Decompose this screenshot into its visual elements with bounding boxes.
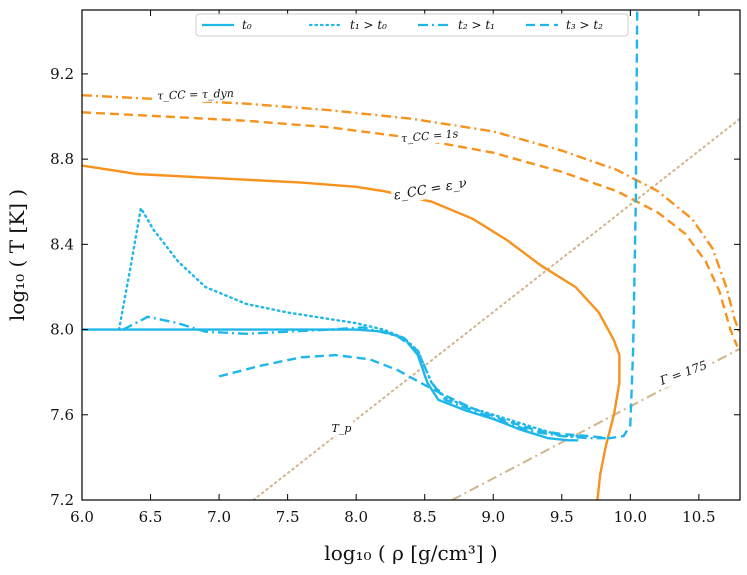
annotation-group: T_p xyxy=(329,420,354,436)
y-tick-label: 7.2 xyxy=(50,491,74,509)
annotation-background xyxy=(390,174,471,205)
series-line-8 xyxy=(451,347,740,500)
annotation-background xyxy=(329,420,354,436)
y-tick-label: 9.2 xyxy=(50,65,74,83)
series-line-3 xyxy=(218,10,639,440)
y-tick-label: 7.6 xyxy=(50,406,74,424)
x-tick-label: 6.0 xyxy=(70,508,94,526)
series-line-5 xyxy=(82,111,739,348)
y-axis-label: log₁₀ ( T [K] ) xyxy=(5,189,29,321)
annotation-label: ε_CC = ε_ν xyxy=(393,176,468,204)
series-line-0 xyxy=(82,328,579,442)
series-line-6 xyxy=(82,164,621,500)
legend-box xyxy=(195,13,629,37)
y-tick-label: 8.0 xyxy=(50,321,74,339)
annotation-label: τ_CC = τ_dyn xyxy=(157,87,234,103)
x-tick-label: 8.5 xyxy=(413,508,437,526)
legend-label: t₃ > t₂ xyxy=(566,18,603,32)
annotation-label: Γ = 175 xyxy=(657,358,709,388)
x-tick-label: 6.5 xyxy=(139,508,163,526)
series-line-4 xyxy=(82,94,740,335)
annotation-label: T_p xyxy=(332,422,352,435)
series-line-2 xyxy=(122,315,606,440)
series-line-7 xyxy=(252,117,740,500)
plot-frame xyxy=(81,9,741,501)
x-tick-label: 9.0 xyxy=(481,508,505,526)
x-tick-label: 7.0 xyxy=(207,508,231,526)
annotation-background xyxy=(398,125,462,147)
x-tick-label: 9.5 xyxy=(550,508,574,526)
y-tick-label: 8.4 xyxy=(50,235,74,253)
legend-label: t₁ > t₀ xyxy=(350,18,387,32)
annotation-label: τ_CC = 1s xyxy=(401,127,460,145)
series-line-1 xyxy=(117,204,584,438)
annotation-group: τ_CC = 1s xyxy=(398,125,462,147)
x-tick-label: 8.0 xyxy=(344,508,368,526)
annotation-background xyxy=(155,85,237,104)
x-tick-label: 7.5 xyxy=(276,508,300,526)
legend-label: t₂ > t₁ xyxy=(458,18,495,32)
x-axis-label: log₁₀ ( ρ [g/cm³] ) xyxy=(324,541,497,565)
annotation-background xyxy=(654,356,712,390)
legend-label: t₀ xyxy=(242,18,252,32)
x-tick-label: 10.5 xyxy=(682,508,715,526)
y-tick-label: 8.8 xyxy=(50,150,74,168)
x-tick-label: 10.0 xyxy=(614,508,647,526)
annotation-group: Γ = 175 xyxy=(654,356,712,390)
annotation-group: τ_CC = τ_dyn xyxy=(155,85,237,104)
